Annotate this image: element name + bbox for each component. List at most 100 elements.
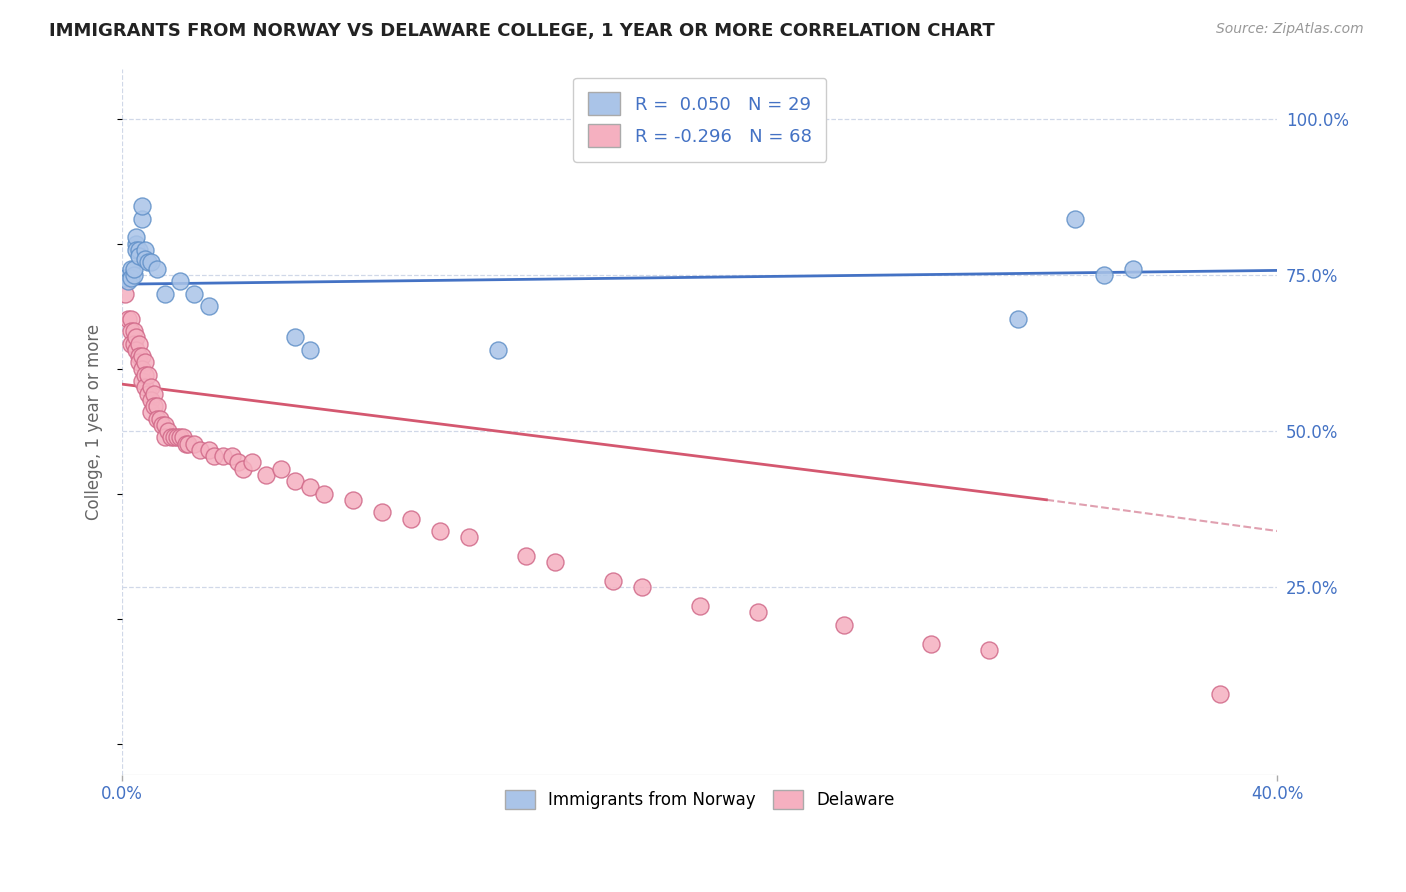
Point: [631, 580, 654, 594]
Point: [188, 442, 211, 457]
Point: [125, 343, 148, 357]
Point: [183, 286, 205, 301]
Point: [139, 255, 162, 269]
Y-axis label: College, 1 year or more: College, 1 year or more: [86, 324, 103, 520]
Point: [128, 243, 150, 257]
Point: [544, 555, 567, 569]
Point: [139, 380, 162, 394]
Legend: Immigrants from Norway, Delaware: Immigrants from Norway, Delaware: [499, 783, 901, 816]
Point: [371, 505, 394, 519]
Point: [120, 271, 142, 285]
Point: [747, 605, 769, 619]
Point: [125, 243, 148, 257]
Point: [145, 411, 167, 425]
Point: [197, 442, 219, 457]
Point: [204, 449, 226, 463]
Point: [131, 361, 153, 376]
Point: [155, 286, 177, 301]
Point: [212, 449, 235, 463]
Point: [298, 480, 321, 494]
Point: [122, 268, 145, 282]
Point: [163, 430, 186, 444]
Point: [155, 417, 177, 432]
Point: [342, 492, 364, 507]
Point: [486, 343, 509, 357]
Point: [172, 430, 194, 444]
Point: [197, 299, 219, 313]
Point: [120, 324, 142, 338]
Text: IMMIGRANTS FROM NORWAY VS DELAWARE COLLEGE, 1 YEAR OR MORE CORRELATION CHART: IMMIGRANTS FROM NORWAY VS DELAWARE COLLE…: [49, 22, 995, 40]
Point: [136, 255, 159, 269]
Point: [125, 230, 148, 244]
Point: [134, 380, 156, 394]
Point: [298, 343, 321, 357]
Point: [166, 430, 188, 444]
Point: [128, 336, 150, 351]
Point: [221, 449, 243, 463]
Point: [157, 424, 180, 438]
Point: [142, 386, 165, 401]
Point: [120, 311, 142, 326]
Point: [429, 524, 451, 538]
Point: [136, 386, 159, 401]
Point: [131, 211, 153, 226]
Point: [256, 467, 278, 482]
Point: [602, 574, 624, 588]
Point: [122, 336, 145, 351]
Point: [139, 392, 162, 407]
Point: [120, 336, 142, 351]
Point: [142, 399, 165, 413]
Point: [131, 199, 153, 213]
Point: [832, 617, 855, 632]
Point: [169, 430, 191, 444]
Point: [174, 436, 197, 450]
Point: [457, 530, 479, 544]
Point: [117, 274, 139, 288]
Point: [183, 436, 205, 450]
Point: [145, 399, 167, 413]
Point: [284, 330, 307, 344]
Text: Source: ZipAtlas.com: Source: ZipAtlas.com: [1216, 22, 1364, 37]
Point: [284, 474, 307, 488]
Point: [134, 243, 156, 257]
Point: [920, 636, 942, 650]
Point: [149, 411, 172, 425]
Point: [515, 549, 537, 563]
Point: [689, 599, 711, 613]
Point: [177, 436, 200, 450]
Point: [139, 405, 162, 419]
Point: [977, 642, 1000, 657]
Point: [1064, 211, 1087, 226]
Point: [232, 461, 254, 475]
Point: [125, 330, 148, 344]
Point: [134, 355, 156, 369]
Point: [169, 274, 191, 288]
Point: [117, 311, 139, 326]
Point: [125, 236, 148, 251]
Point: [155, 430, 177, 444]
Point: [131, 349, 153, 363]
Point: [270, 461, 292, 475]
Point: [399, 511, 422, 525]
Point: [240, 455, 263, 469]
Point: [152, 417, 174, 432]
Point: [131, 374, 153, 388]
Point: [128, 355, 150, 369]
Point: [314, 486, 336, 500]
Point: [134, 368, 156, 382]
Point: [145, 261, 167, 276]
Point: [226, 455, 249, 469]
Point: [1092, 268, 1115, 282]
Point: [128, 249, 150, 263]
Point: [114, 286, 136, 301]
Point: [120, 261, 142, 276]
Point: [122, 261, 145, 276]
Point: [1122, 261, 1144, 276]
Point: [122, 324, 145, 338]
Point: [128, 349, 150, 363]
Point: [134, 252, 156, 267]
Point: [1007, 311, 1029, 326]
Point: [136, 368, 159, 382]
Point: [114, 271, 136, 285]
Point: [1209, 687, 1232, 701]
